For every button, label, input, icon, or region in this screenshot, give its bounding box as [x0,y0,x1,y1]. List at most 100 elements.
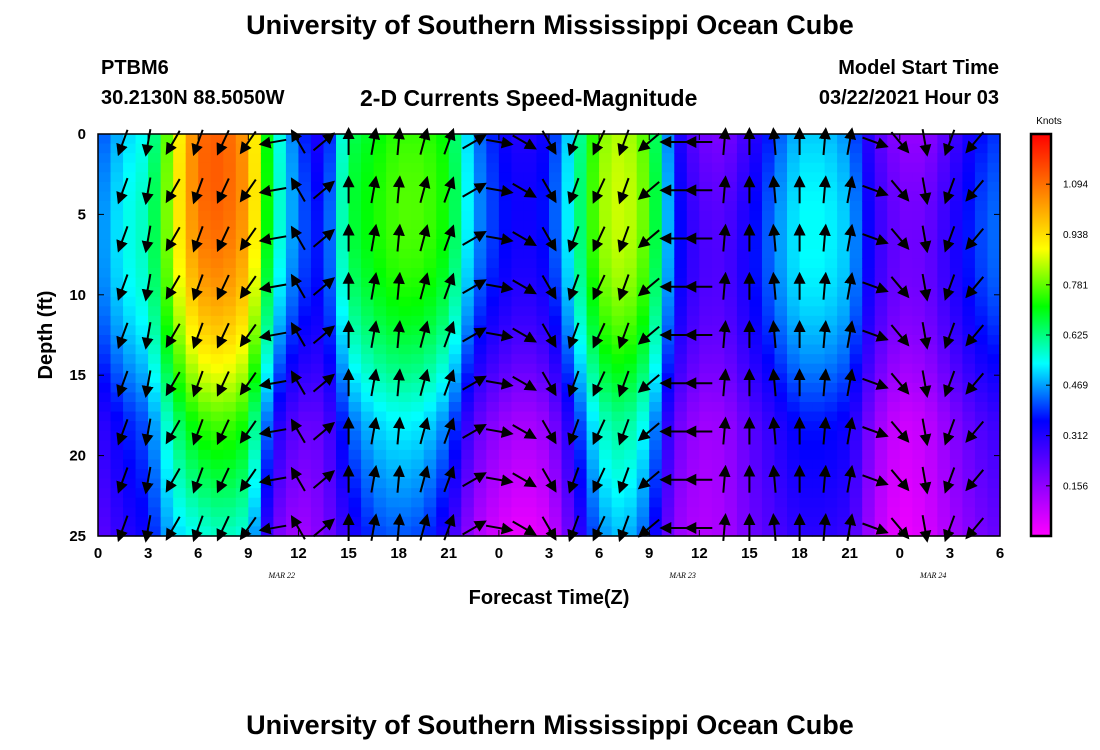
heatmap-cell [799,344,813,355]
heatmap-cell [749,363,763,374]
heatmap-cell [135,516,149,528]
heatmap-cell [586,296,600,307]
heatmap-cell [624,449,638,461]
heatmap-cell [235,392,249,403]
heatmap-cell [536,296,550,307]
heatmap-cell [523,268,538,279]
heatmap-cell [749,258,763,269]
heatmap-cell [711,306,725,317]
heatmap-cell [273,392,287,403]
heatmap-cell [110,229,124,240]
heatmap-cell [436,277,450,288]
heatmap-cell [473,315,487,327]
heatmap-cell [862,162,876,173]
current-vector-arrow [862,426,889,439]
heatmap-cell [98,181,112,193]
heatmap-cell [298,449,312,461]
x-tick-label: 0 [495,545,503,562]
heatmap-cell [724,516,738,528]
heatmap-cell [461,507,475,518]
heatmap-cell [386,287,400,298]
current-vector-arrow [943,370,956,398]
heatmap-cell [273,229,287,240]
heatmap-cell [924,296,938,307]
heatmap-cell [373,258,387,269]
heatmap-cell [273,335,287,346]
heatmap-cell [148,354,162,365]
heatmap-cell [887,421,901,432]
heatmap-cell [899,296,913,307]
heatmap-cell [912,181,926,193]
heatmap-cell [511,306,525,317]
heatmap-cell [373,277,387,288]
heatmap-cell [974,516,989,528]
heatmap-cell [135,402,149,413]
current-vector-arrow [418,272,431,300]
heatmap-cell [749,153,763,164]
heatmap-cell [974,440,989,451]
heatmap-cell [711,248,725,260]
heatmap-cell [461,373,475,384]
heatmap-cell [123,392,137,403]
heatmap-cell [323,440,337,451]
heatmap-cell [649,430,663,441]
heatmap-cell [498,469,513,480]
heatmap-cell [323,478,337,489]
heatmap-cell [110,344,124,355]
heatmap-cell [323,268,337,279]
current-vector-arrow [443,320,456,348]
current-vector-arrow [462,327,487,343]
heatmap-cell [273,421,287,432]
heatmap-cell [887,478,901,489]
heatmap-cell [298,239,312,250]
heatmap-cell [674,430,688,441]
heatmap-cell [336,411,350,422]
heatmap-cell [899,134,913,145]
date-label: MAR 24 [919,571,946,580]
heatmap-cell [699,153,713,164]
heatmap-cell [210,373,224,384]
heatmap-cells [98,134,1001,537]
heatmap-cell [223,469,237,480]
heatmap-cell [223,516,237,528]
heatmap-cell [348,201,362,212]
heatmap-cell [173,363,187,374]
heatmap-cell [511,507,525,518]
heatmap-cell [298,315,312,327]
heatmap-cell [711,469,725,480]
heatmap-cell [699,248,713,260]
heatmap-cell [461,516,475,528]
heatmap-cell [674,526,688,537]
heatmap-cell [661,392,675,403]
heatmap-cell [273,516,287,528]
heatmap-cell [874,315,888,327]
heatmap-cell [824,411,838,422]
heatmap-cell [273,411,287,422]
heatmap-cell [260,459,274,470]
heatmap-cell [837,488,851,499]
heatmap-cell [824,430,838,441]
heatmap-cell [135,296,149,307]
heatmap-cell [799,229,813,240]
heatmap-cell [549,201,563,212]
heatmap-cell [574,162,588,173]
heatmap-cell [962,344,976,355]
heatmap-cell [749,402,763,413]
heatmap-cell [611,153,625,164]
heatmap-cell [736,459,751,470]
heatmap-cell [486,210,500,221]
heatmap-cell [173,220,187,231]
heatmap-cell [173,268,187,279]
heatmap-cell [749,411,763,422]
heatmap-cell [749,287,763,298]
current-vector-arrow [768,320,781,349]
current-vector-arrow [844,320,857,348]
current-vector-arrow [258,184,287,197]
heatmap-cell [185,258,199,269]
heatmap-cell [198,325,212,336]
heatmap-cell [298,411,312,422]
heatmap-cell [799,526,813,537]
heatmap-cell [386,172,400,183]
heatmap-cell [411,402,425,413]
heatmap-cell [423,344,437,355]
